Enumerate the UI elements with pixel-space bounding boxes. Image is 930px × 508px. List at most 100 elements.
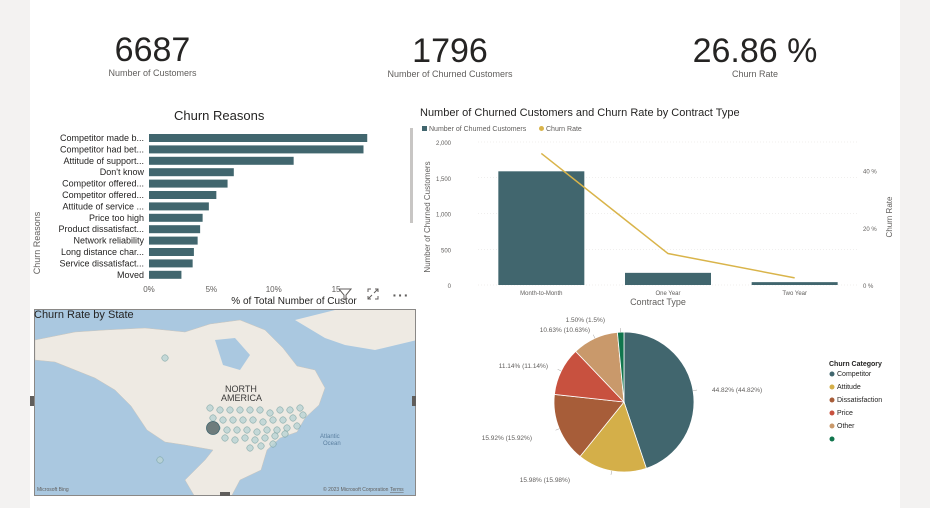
north-america-land	[35, 319, 326, 495]
map-continent-line2: AMERICA	[221, 393, 262, 403]
pie-data-label: 15.92% (15.92%)	[482, 435, 532, 442]
resize-handle-bottom[interactable]	[220, 492, 230, 496]
filter-icon[interactable]	[336, 287, 354, 304]
focus-mode-icon[interactable]	[364, 287, 382, 304]
pie-leader-line	[557, 369, 562, 372]
state-bubble	[216, 406, 224, 414]
pie-legend-title: Churn Category	[829, 361, 882, 368]
kpi-churned-card: 1796 Number of Churned Customers	[375, 33, 525, 79]
reason-label: Service dissatisfact...	[59, 258, 144, 268]
pie-legend-label: Competitor	[837, 371, 872, 378]
map-continent-line1: NORTH	[225, 384, 257, 394]
state-bubble	[269, 440, 277, 448]
reason-xtick: 10%	[266, 285, 282, 294]
state-bubble	[263, 426, 271, 434]
pie-data-label: 11.14% (11.14%)	[499, 363, 548, 370]
state-bubble	[233, 426, 241, 434]
state-bubble	[239, 416, 247, 424]
more-options-icon[interactable]: ···	[392, 287, 410, 303]
state-bubble	[279, 416, 287, 424]
churn-reasons-chart[interactable]: Churn Reasons % of Total Number of Custo…	[30, 125, 415, 310]
churn-reasons-ylabel: Churn Reasons	[32, 211, 42, 274]
map-bing-logo: Microsoft Bing	[37, 487, 69, 493]
contract-y2tick: 40 %	[863, 170, 877, 176]
churn-map[interactable]: NORTH AMERICA Atlantic Ocean Microsoft B…	[34, 309, 416, 496]
pie-slice	[616, 331, 625, 403]
pie-legend-label: Price	[837, 410, 853, 417]
contract-bar	[498, 171, 585, 285]
hudson-bay	[215, 338, 250, 370]
state-bubble	[241, 434, 249, 442]
left-margin	[0, 0, 30, 508]
reason-bar	[149, 156, 294, 165]
reason-label: Competitor had bet...	[60, 144, 144, 154]
kpi-churn-rate-label: Churn Rate	[731, 69, 779, 79]
map-ocean-line1: Atlantic	[320, 434, 340, 440]
pie-legend-label: Attitude	[837, 384, 861, 391]
churn-reasons-xlabel: % of Total Number of Custor	[231, 296, 357, 307]
state-bubble	[266, 409, 274, 417]
pie-data-label: 15.98% (15.98%)	[520, 477, 570, 484]
pie-leader-line	[610, 470, 612, 475]
kpi-customers-value: 6687	[114, 31, 191, 69]
greenland-land	[295, 310, 415, 350]
pie-legend-swatch	[829, 423, 835, 429]
reason-xtick: 5%	[206, 285, 218, 294]
churn-category-pie[interactable]: Churn Category 44.82% (44.82%) 15.98% (15…	[440, 310, 900, 500]
contract-ytick: 2,000	[436, 141, 452, 147]
map-attribution: © 2023 Microsoft Corporation	[323, 486, 389, 493]
state-bubble	[261, 434, 269, 442]
state-bubble	[223, 426, 231, 434]
state-bubble	[161, 354, 169, 362]
reason-bar	[149, 134, 368, 142]
contract-ylabel: Number of Churned Customers	[423, 161, 432, 272]
state-bubble	[206, 404, 214, 412]
kpi-customers-label: Number of Customers	[108, 68, 197, 78]
right-margin	[900, 0, 930, 508]
kpi-churned-value: 1796	[412, 32, 488, 70]
contract-ytick: 0	[448, 284, 452, 290]
pie-legend-swatch	[829, 410, 835, 416]
state-bubble	[246, 406, 254, 414]
reason-bar	[149, 179, 228, 188]
resize-handle-left[interactable]	[30, 396, 34, 406]
reason-label: Competitor offered...	[62, 179, 144, 189]
reason-label: Price too high	[89, 213, 144, 223]
pie-slice	[579, 401, 647, 473]
contract-xtick: Month-to-Month	[520, 291, 562, 297]
contract-chart-title: Number of Churned Customers and Churn Ra…	[420, 107, 740, 119]
legend-churn-rate-swatch	[539, 126, 544, 131]
reason-label: Competitor offered...	[62, 190, 144, 200]
reason-bar	[149, 145, 364, 154]
state-bubble	[286, 406, 294, 414]
state-bubble	[229, 416, 237, 424]
kpi-customers-card: 6687 Number of Customers	[95, 32, 210, 78]
state-bubble-large	[206, 421, 220, 435]
churn-reasons-scrollbar[interactable]	[410, 128, 413, 223]
state-bubble	[226, 406, 234, 414]
state-bubble	[221, 434, 229, 442]
reason-bar	[149, 202, 209, 211]
reason-label: Attitude of service ...	[62, 201, 144, 211]
contract-bar	[625, 272, 711, 285]
contract-ytick: 500	[441, 248, 452, 254]
state-bubble	[156, 456, 164, 464]
reason-bar	[149, 248, 194, 256]
contract-chart[interactable]: Number of Churned Customers Churn Rate N…	[418, 122, 900, 308]
state-bubble	[256, 406, 264, 414]
state-bubble	[281, 430, 289, 438]
map-terms-link: Terms	[390, 487, 404, 493]
resize-handle-right[interactable]	[412, 396, 416, 406]
contract-y2tick: 0 %	[863, 284, 874, 290]
kpi-churn-rate-value: 26.86 %	[692, 32, 818, 70]
reason-label: Product dissatisfact...	[58, 224, 144, 234]
legend-churn-rate-label: Churn Rate	[546, 126, 582, 133]
churn-rate-line	[540, 152, 795, 279]
map-title: Churn Rate by State	[34, 309, 134, 321]
pie-legend-label: Other	[837, 423, 855, 430]
state-bubble	[236, 406, 244, 414]
reason-xtick: 0%	[143, 285, 155, 294]
pie-leader-line	[693, 389, 698, 391]
state-bubble	[231, 436, 239, 444]
kpi-churned-label: Number of Churned Customers	[387, 69, 513, 79]
